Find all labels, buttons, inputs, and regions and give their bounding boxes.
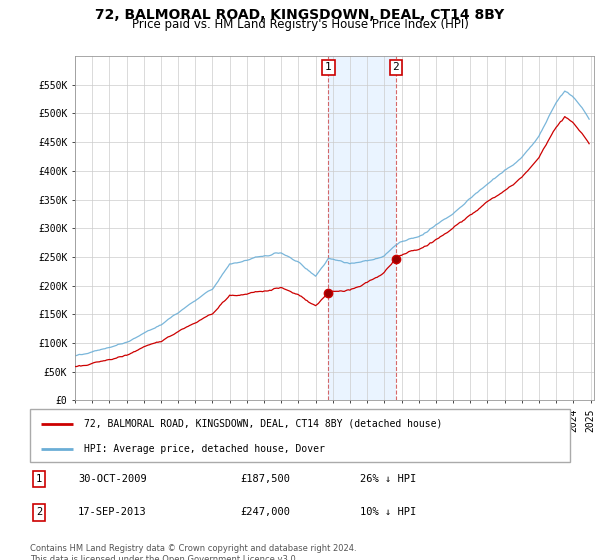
Text: HPI: Average price, detached house, Dover: HPI: Average price, detached house, Dove…: [84, 444, 325, 454]
Text: 72, BALMORAL ROAD, KINGSDOWN, DEAL, CT14 8BY (detached house): 72, BALMORAL ROAD, KINGSDOWN, DEAL, CT14…: [84, 419, 442, 429]
Text: 10% ↓ HPI: 10% ↓ HPI: [360, 507, 416, 517]
Text: 72, BALMORAL ROAD, KINGSDOWN, DEAL, CT14 8BY: 72, BALMORAL ROAD, KINGSDOWN, DEAL, CT14…: [95, 8, 505, 22]
FancyBboxPatch shape: [30, 409, 570, 462]
Text: 2: 2: [392, 63, 399, 72]
Text: £187,500: £187,500: [240, 474, 290, 484]
Text: Contains HM Land Registry data © Crown copyright and database right 2024.
This d: Contains HM Land Registry data © Crown c…: [30, 544, 356, 560]
Bar: [328, 56, 396, 400]
Text: 2: 2: [36, 507, 42, 517]
Text: Price paid vs. HM Land Registry's House Price Index (HPI): Price paid vs. HM Land Registry's House …: [131, 18, 469, 31]
Text: 26% ↓ HPI: 26% ↓ HPI: [360, 474, 416, 484]
Text: 30-OCT-2009: 30-OCT-2009: [78, 474, 147, 484]
Text: 1: 1: [36, 474, 42, 484]
Text: 1: 1: [325, 63, 332, 72]
Text: 17-SEP-2013: 17-SEP-2013: [78, 507, 147, 517]
Text: £247,000: £247,000: [240, 507, 290, 517]
